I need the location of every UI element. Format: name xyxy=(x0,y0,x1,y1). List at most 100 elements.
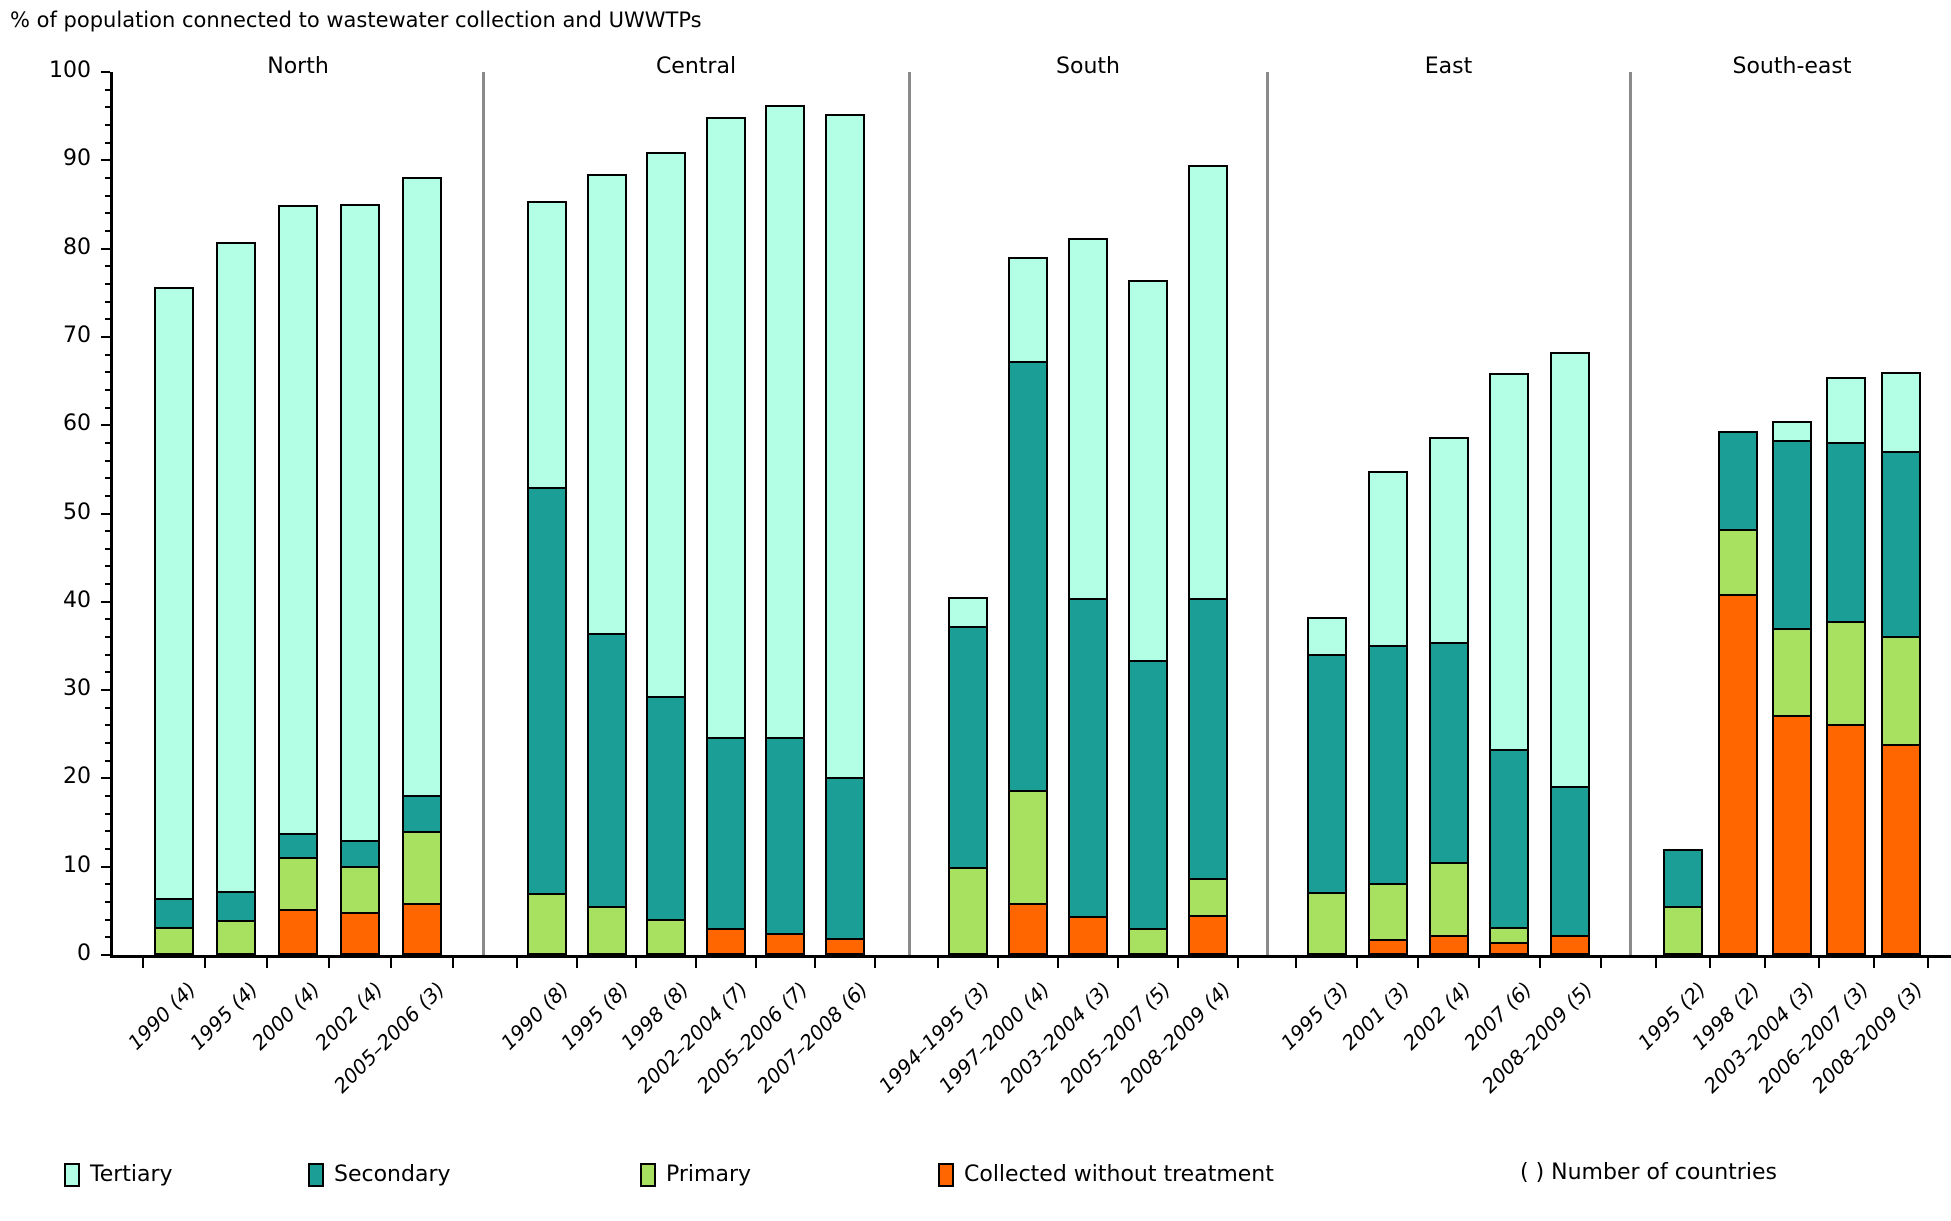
segment-tertiary xyxy=(155,289,192,901)
segment-secondary xyxy=(1882,452,1919,638)
y-axis-major-tick xyxy=(101,512,110,515)
y-axis-major-tick xyxy=(101,777,110,780)
segment-primary xyxy=(1369,885,1406,941)
x-axis-tick xyxy=(635,955,638,968)
segment-tertiary xyxy=(1552,353,1589,789)
y-axis-minor-tick xyxy=(105,636,110,639)
collected-swatch-icon xyxy=(938,1162,954,1187)
x-axis-tick xyxy=(1477,955,1480,968)
y-axis-minor-tick xyxy=(105,565,110,568)
segment-primary xyxy=(1774,629,1810,718)
stacked-bar xyxy=(586,174,627,955)
legend-label: Tertiary xyxy=(90,1162,173,1187)
x-axis-tick xyxy=(1417,955,1419,968)
stacked-bar xyxy=(402,177,443,955)
x-axis-tick xyxy=(814,955,817,968)
y-axis-major-tick xyxy=(101,424,110,427)
segment-collected xyxy=(767,934,804,954)
y-axis-minor-tick xyxy=(105,441,110,444)
segment-collected xyxy=(1430,937,1467,954)
x-axis-label: 1990 (4) xyxy=(123,977,201,1055)
y-axis-minor-tick xyxy=(105,742,110,745)
stacked-bar xyxy=(765,104,806,955)
segment-collected xyxy=(1774,717,1810,953)
y-axis-tick-label: 10 xyxy=(63,852,91,878)
y-axis-minor-tick xyxy=(105,459,110,462)
y-axis-minor-tick xyxy=(105,848,110,851)
y-axis-minor-tick xyxy=(105,318,110,321)
x-axis-label: 1995 (4) xyxy=(185,977,263,1055)
x-axis-label: 2005–2006 (3) xyxy=(328,977,450,1098)
region-label: South xyxy=(1056,54,1120,79)
y-axis-minor-tick xyxy=(105,212,110,215)
stacked-bar xyxy=(1428,436,1469,955)
y-axis-major-tick xyxy=(101,600,110,603)
x-axis-tick xyxy=(516,955,519,968)
segment-collected xyxy=(404,905,441,953)
segment-tertiary xyxy=(1882,374,1919,453)
stacked-bar xyxy=(1489,373,1530,955)
segment-secondary xyxy=(707,739,744,931)
legend-item-secondary: Secondary xyxy=(308,1162,451,1187)
segment-tertiary xyxy=(1828,378,1865,444)
segment-primary xyxy=(1190,879,1227,918)
x-axis-tick xyxy=(1872,955,1875,968)
segment-primary xyxy=(949,869,986,953)
segment-tertiary xyxy=(1430,438,1467,645)
y-axis-minor-tick xyxy=(105,300,110,303)
segment-collected xyxy=(1491,944,1528,953)
segment-collected xyxy=(1719,595,1756,953)
x-axis-tick xyxy=(1056,955,1059,968)
y-axis-minor-tick xyxy=(105,901,110,904)
segment-secondary xyxy=(1491,751,1528,930)
stacked-bar xyxy=(340,203,381,955)
x-axis-tick xyxy=(328,955,331,968)
y-axis-minor-tick xyxy=(105,618,110,621)
x-axis-tick xyxy=(1709,955,1712,968)
y-axis-minor-tick xyxy=(105,477,110,480)
x-axis-tick xyxy=(1356,955,1359,968)
y-axis-minor-tick xyxy=(105,795,110,798)
x-axis-tick xyxy=(1117,955,1120,968)
stacked-bar xyxy=(646,152,687,955)
segment-primary xyxy=(1719,531,1756,596)
segment-tertiary xyxy=(1009,259,1046,364)
x-axis-tick xyxy=(265,955,268,968)
legend: Tertiary Secondary Primary Collected withou… xyxy=(0,1158,1951,1198)
y-axis-minor-tick xyxy=(105,353,110,356)
y-axis-major-tick xyxy=(101,689,110,692)
segment-collected xyxy=(1369,940,1406,953)
segment-collected xyxy=(1828,725,1865,953)
y-axis-tick-label: 0 xyxy=(77,941,91,966)
segment-tertiary xyxy=(1308,618,1345,657)
segment-tertiary xyxy=(767,106,804,740)
segment-secondary xyxy=(1665,851,1702,909)
x-axis-tick xyxy=(452,955,455,968)
x-axis-tick xyxy=(1237,955,1240,968)
segment-secondary xyxy=(1190,600,1227,880)
x-axis-tick xyxy=(1763,955,1766,968)
stacked-bar xyxy=(215,241,256,955)
segment-secondary xyxy=(1430,644,1467,864)
segment-tertiary xyxy=(1130,282,1167,663)
segment-primary xyxy=(648,920,685,953)
x-axis-tick xyxy=(575,955,578,968)
legend-label: Primary xyxy=(666,1162,752,1187)
y-axis-minor-tick xyxy=(105,371,110,374)
stacked-bar xyxy=(1772,420,1812,955)
y-axis-minor-tick xyxy=(105,141,110,144)
y-axis-tick-label: 40 xyxy=(63,587,91,613)
segment-primary xyxy=(1308,894,1345,953)
x-axis-tick xyxy=(1927,955,1930,968)
segment-collected xyxy=(1882,745,1919,953)
y-axis-tick-label: 70 xyxy=(63,322,91,348)
segment-tertiary xyxy=(217,243,254,893)
segment-tertiary xyxy=(648,154,685,699)
segment-tertiary xyxy=(827,115,864,779)
segment-secondary xyxy=(648,698,685,921)
chart-title: % of population connected to wastewater … xyxy=(10,8,702,32)
y-axis-major-tick xyxy=(101,159,110,162)
y-axis-minor-tick xyxy=(105,583,110,586)
segment-primary xyxy=(1491,929,1528,945)
